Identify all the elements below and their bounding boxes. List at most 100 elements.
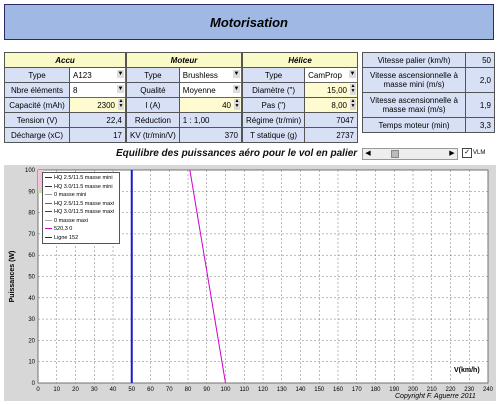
legend-line-swatch xyxy=(45,202,52,204)
helice-table: Hélice Type CamProp ▼ Diamètre (") 15,00 ▲… xyxy=(241,52,358,143)
helice-thrust-value: 2737 xyxy=(304,127,358,143)
x-tick-label: 170 xyxy=(352,387,363,393)
result-motor-time-label: Temps moteur (min) xyxy=(362,117,466,133)
legend-entry: HQ 2.5/11.5 masse mini xyxy=(45,174,117,183)
helice-pitch-label: Pas (") xyxy=(241,97,306,113)
x-tick-label: 0 xyxy=(36,387,40,393)
dropdown-arrow-icon[interactable]: ▼ xyxy=(349,70,356,78)
x-tick-label: 110 xyxy=(239,387,249,393)
moteur-kv-value: 370 xyxy=(178,127,243,143)
chart-scrollbar[interactable]: ◀ ▶ xyxy=(362,148,458,160)
accu-capacity-input[interactable]: 2300 ▲ ▼ xyxy=(69,97,126,113)
chart-title: Equilibre des puissances aéro pour le vo… xyxy=(116,148,358,159)
legend-entry: Ligne 152 xyxy=(45,234,117,243)
legend-entry-label: HQ 2.5/11.5 masse mini xyxy=(54,175,113,181)
legend-line-swatch xyxy=(45,236,52,238)
dropdown-arrow-icon[interactable]: ▼ xyxy=(117,70,124,78)
helice-diameter-input[interactable]: 15,00 ▲ ▼ xyxy=(304,82,358,98)
spinner-icon[interactable]: ▲ ▼ xyxy=(350,98,356,110)
moteur-quality-label: Qualité xyxy=(126,82,180,98)
vlm-checkbox[interactable]: ✓ VLM xyxy=(462,148,485,158)
x-tick-label: 80 xyxy=(185,387,192,393)
helice-type-label: Type xyxy=(241,67,306,83)
y-tick-label: 50 xyxy=(28,275,35,281)
accu-discharge-label: Décharge (xC) xyxy=(4,127,70,143)
dropdown-arrow-icon[interactable]: ▼ xyxy=(117,85,124,93)
x-tick-label: 130 xyxy=(277,387,288,393)
x-tick-label: 180 xyxy=(370,387,381,393)
legend-entry: HQ 3.0/11.5 masse mini xyxy=(45,183,117,192)
accu-type-select[interactable]: A123 ▼ xyxy=(69,67,126,83)
legend-entry: 520,3 0 xyxy=(45,225,117,234)
moteur-type-select[interactable]: Brushless ▼ xyxy=(178,67,243,83)
legend-line-swatch xyxy=(45,219,52,221)
x-tick-label: 50 xyxy=(128,387,135,393)
result-motor-time-value: 3,3 xyxy=(465,117,495,133)
spinner-icon[interactable]: ▲ ▼ xyxy=(118,98,124,110)
x-tick-label: 200 xyxy=(408,387,419,393)
legend-entry-label: 0 masse mini xyxy=(54,192,87,198)
legend-entry: HQ 2.5/11.5 masse maxi xyxy=(45,200,117,209)
accu-cells-label: Nbre éléments xyxy=(4,82,70,98)
x-tick-label: 10 xyxy=(53,387,60,393)
helice-thrust-label: T statique (g) xyxy=(241,127,306,143)
legend-line-swatch xyxy=(45,228,52,230)
result-climb-min-value: 2,0 xyxy=(465,67,495,93)
accu-table: Accu Type A123 ▼ Nbre éléments 8 ▼ Capacit… xyxy=(4,52,126,143)
x-tick-label: 140 xyxy=(295,387,306,393)
helice-diameter-label: Diamètre (") xyxy=(241,82,306,98)
x-tick-label: 230 xyxy=(464,387,475,393)
x-tick-label: 100 xyxy=(220,387,231,393)
accu-cells-select[interactable]: 8 ▼ xyxy=(69,82,126,98)
spinner-icon[interactable]: ▲ ▼ xyxy=(350,83,356,95)
legend-line-swatch xyxy=(45,194,52,196)
y-tick-label: 0 xyxy=(32,381,36,387)
copyright: Copyright F. Aguerre 2011 xyxy=(395,393,476,400)
legend-entry-label: HQ 2.5/11.5 masse maxi xyxy=(54,200,115,207)
y-tick-label: 70 xyxy=(28,232,35,238)
legend-entry-label: HQ 3.0/11.5 masse mini xyxy=(54,183,113,190)
legend-entry-label: Ligne 152 xyxy=(54,234,79,241)
x-tick-label: 30 xyxy=(91,387,98,393)
vlm-checkbox-label: VLM xyxy=(473,150,486,156)
accu-voltage-value: 22,4 xyxy=(69,112,126,128)
scroll-right-icon[interactable]: ▶ xyxy=(449,150,455,157)
x-axis-label: V(km/h) xyxy=(454,367,480,374)
x-tick-label: 70 xyxy=(166,387,173,393)
spinner-icon[interactable]: ▲ ▼ xyxy=(234,98,240,110)
x-tick-label: 40 xyxy=(110,387,117,393)
chart-legend: HQ 2.5/11.5 masse mini HQ 3.0/11.5 masse … xyxy=(42,172,120,244)
legend-entry-label: HQ 3.0/11.5 masse maxi xyxy=(54,209,115,215)
legend-line-swatch xyxy=(45,177,52,179)
legend-entry-label: 520,3 0 xyxy=(54,226,73,232)
dropdown-arrow-icon[interactable]: ▼ xyxy=(233,85,240,93)
y-tick-label: 100 xyxy=(25,168,36,174)
y-tick-label: 80 xyxy=(28,211,35,217)
x-tick-label: 120 xyxy=(258,387,269,393)
legend-swatch-pink xyxy=(38,170,44,190)
legend-swatch-green xyxy=(38,190,44,193)
moteur-type-label: Type xyxy=(126,67,180,83)
x-tick-label: 60 xyxy=(147,387,154,393)
y-tick-label: 60 xyxy=(28,253,35,259)
moteur-kv-label: KV (tr/min/V) xyxy=(126,127,180,143)
moteur-current-input[interactable]: 40 ▲ ▼ xyxy=(178,97,243,113)
y-tick-label: 10 xyxy=(28,360,35,366)
y-tick-label: 30 xyxy=(28,317,35,323)
helice-pitch-input[interactable]: 8,00 ▲ ▼ xyxy=(304,97,358,113)
scroll-thumb[interactable] xyxy=(391,150,399,158)
page-title: Motorisation xyxy=(4,4,494,40)
helice-rpm-value: 7047 xyxy=(304,112,358,128)
moteur-table: Moteur Type Brushless ▼ Qualité Moyenne ▼ … xyxy=(126,52,243,143)
checkmark-icon[interactable]: ✓ xyxy=(462,148,472,158)
legend-entry-label: 0 masse maxi xyxy=(54,217,88,224)
dropdown-arrow-icon[interactable]: ▼ xyxy=(233,70,240,78)
legend-line-swatch xyxy=(45,185,52,187)
moteur-header: Moteur xyxy=(126,52,242,68)
x-tick-label: 190 xyxy=(389,387,400,393)
helice-type-select[interactable]: CamProp ▼ xyxy=(304,67,358,83)
accu-discharge-value: 17 xyxy=(69,127,126,143)
results-table: Vitesse palier (km/h) 50 Vitesse ascensi… xyxy=(362,52,495,133)
scroll-left-icon[interactable]: ◀ xyxy=(365,150,371,157)
x-tick-label: 150 xyxy=(314,387,325,393)
